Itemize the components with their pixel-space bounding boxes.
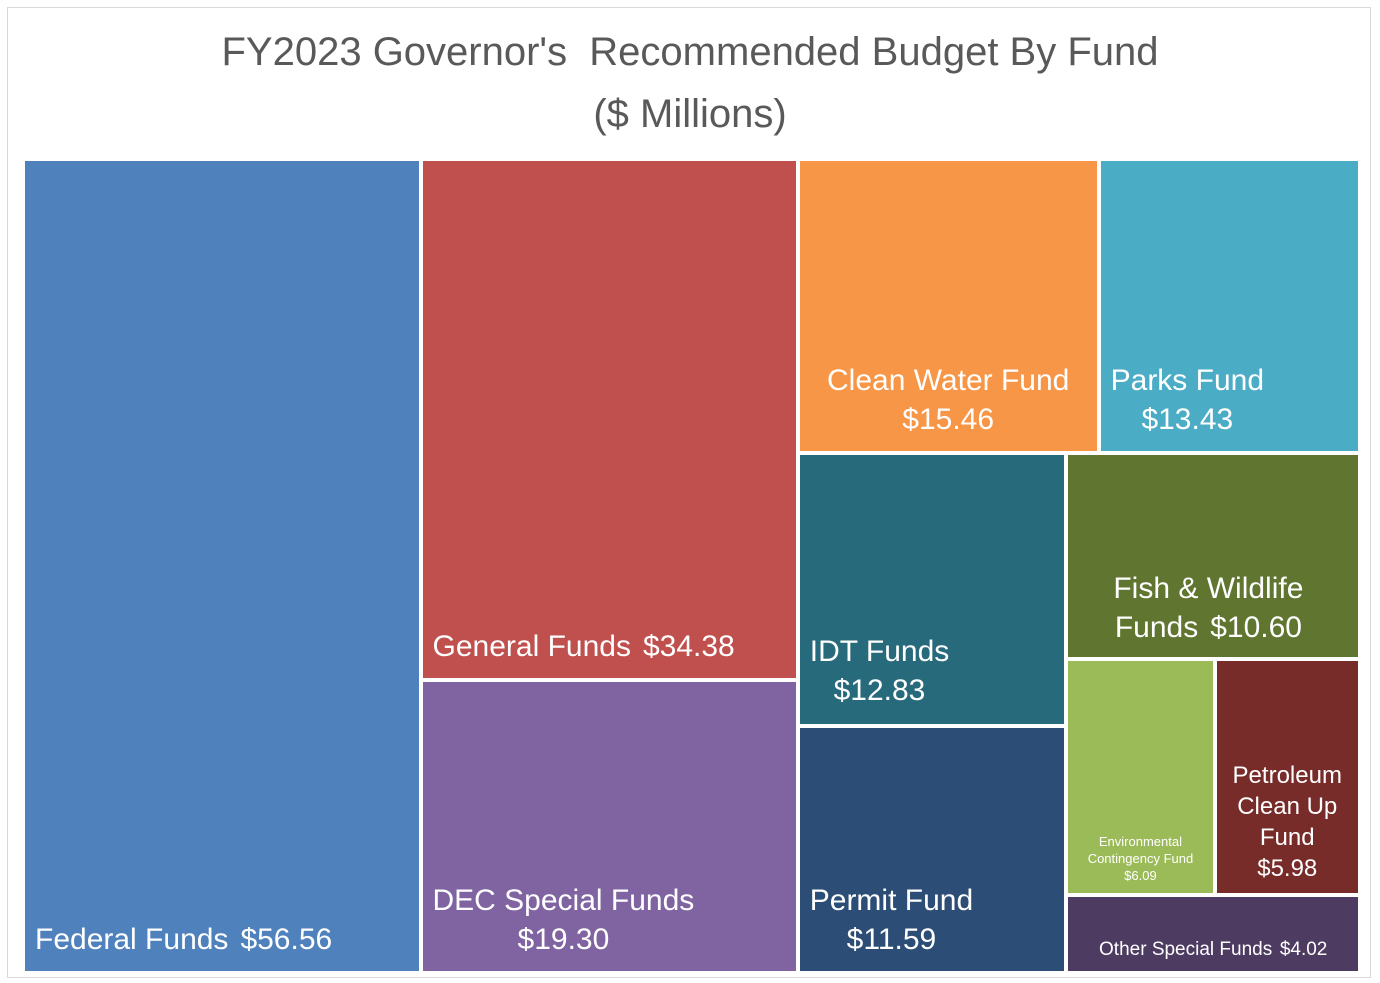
- category-name: DEC Special Funds: [432, 883, 695, 917]
- treemap-cell: Clean Water Fund $15.46: [797, 159, 1099, 453]
- category-name: Permit Fund: [809, 883, 974, 917]
- label-block: General Funds $34.38: [433, 627, 735, 666]
- value-label: $12.83: [833, 674, 926, 708]
- cell-label: Federal Funds $56.56: [35, 920, 332, 959]
- treemap-cell: Other Special Funds $4.02: [1066, 894, 1360, 973]
- value-label: $13.43: [1141, 402, 1234, 436]
- treemap-cell: General Funds $34.38: [420, 159, 798, 681]
- value-label: $6.09: [1124, 867, 1157, 883]
- label-block: Permit Fund $11.59: [810, 881, 973, 959]
- value-label: $56.56: [240, 923, 333, 956]
- label-block: Clean Water Fund $15.46: [827, 361, 1069, 439]
- label-block: Petroleum Clean Up Fund $5.98: [1222, 760, 1352, 885]
- category-name: Environmental Contingency Fund: [1087, 833, 1194, 866]
- label-block: IDT Funds $12.83: [810, 632, 950, 710]
- category-name: Fish & Wildlife Funds: [1113, 572, 1304, 645]
- value-label: $11.59: [846, 922, 937, 956]
- treemap-cell: Environmental Contingency Fund $6.09: [1066, 659, 1215, 895]
- category-name: General Funds: [432, 630, 631, 664]
- label-block: Other Special Funds $4.02: [1099, 938, 1327, 963]
- value-label: $5.98: [1257, 855, 1318, 883]
- cell-label: General Funds $34.38: [433, 627, 735, 666]
- label-block: Fish & Wildlife Funds $10.60: [1078, 569, 1338, 647]
- cell-label: Parks Fund $13.43: [1111, 361, 1264, 439]
- value-label: $10.60: [1210, 611, 1302, 645]
- value-label: $19.30: [517, 922, 610, 956]
- treemap-cell: IDT Funds $12.83: [797, 452, 1067, 727]
- chart-subtitle: ($ Millions): [593, 92, 787, 136]
- treemap-cell: Fish & Wildlife Funds $10.60: [1066, 452, 1360, 660]
- treemap-cell: Parks Fund $13.43: [1098, 159, 1360, 453]
- category-name: Clean Water Fund: [827, 363, 1070, 397]
- category-name: Federal Funds: [35, 923, 229, 956]
- treemap-cell: Permit Fund $11.59: [797, 726, 1067, 973]
- label-block: DEC Special Funds $19.30: [433, 881, 695, 959]
- category-name: IDT Funds: [809, 635, 950, 669]
- category-name: Parks Fund: [1110, 363, 1265, 397]
- cell-label: Fish & Wildlife Funds $10.60: [1078, 569, 1338, 647]
- label-block: Parks Fund $13.43: [1111, 361, 1264, 439]
- label-block: Federal Funds $56.56: [35, 920, 332, 959]
- category-name: Other Special Funds: [1099, 939, 1273, 961]
- cell-label: Other Special Funds $4.02: [1068, 938, 1358, 963]
- cell-label: DEC Special Funds $19.30: [433, 881, 695, 959]
- cell-label: Environmental Contingency Fund $6.09: [1068, 834, 1212, 885]
- chart-frame: [7, 7, 1371, 978]
- treemap-cell: Petroleum Clean Up Fund $5.98: [1214, 659, 1360, 895]
- label-block: Environmental Contingency Fund $6.09: [1080, 834, 1200, 885]
- treemap-cell: Federal Funds $56.56: [23, 159, 421, 973]
- category-name: Petroleum Clean Up Fund: [1232, 761, 1342, 852]
- value-label: $4.02: [1279, 939, 1328, 961]
- cell-label: IDT Funds $12.83: [810, 632, 950, 710]
- cell-label: Petroleum Clean Up Fund $5.98: [1217, 760, 1358, 885]
- value-label: $15.46: [902, 402, 995, 436]
- cell-label: Permit Fund $11.59: [810, 881, 973, 959]
- treemap-cell: DEC Special Funds $19.30: [420, 680, 798, 973]
- value-label: $34.38: [642, 630, 735, 664]
- cell-label: Clean Water Fund $15.46: [800, 361, 1097, 439]
- chart-title: FY2023 Governor's Recommended Budget By …: [221, 30, 1159, 74]
